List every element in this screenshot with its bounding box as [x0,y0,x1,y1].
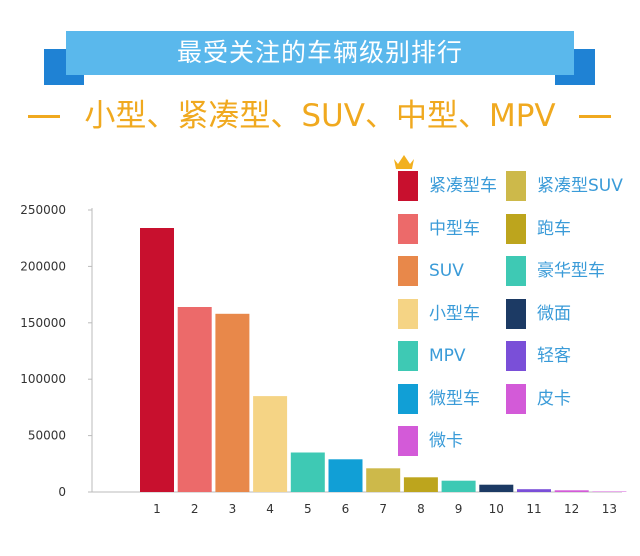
subtitle-row: 小型、紧凑型、SUV、中型、MPV [0,96,640,136]
legend-swatch [398,213,418,244]
x-tick-label: 1 [153,502,161,516]
legend-label: 紧凑型车 [429,176,497,196]
x-tick-label: 13 [602,502,617,516]
bar [403,477,438,492]
legend-label: 紧凑型SUV [537,176,623,196]
x-tick-label: 4 [266,502,274,516]
bar [328,459,363,492]
bar [140,228,174,492]
y-tick-label: 150000 [20,316,66,330]
legend-swatch [398,341,418,371]
subtitle: 小型、紧凑型、SUV、中型、MPV [84,98,556,134]
x-tick-label: 8 [417,502,425,516]
y-tick-label: 50000 [28,429,66,443]
legend-swatch [506,298,526,329]
bar [290,452,325,492]
legend-swatch [398,298,418,329]
subtitle-dash-left [28,115,60,118]
x-tick-label: 5 [304,502,312,516]
bar [215,313,250,492]
legend-label: 皮卡 [537,388,571,409]
y-tick-label: 100000 [20,372,66,386]
legend-label: 微面 [537,303,571,324]
legend-swatch [398,171,418,201]
y-tick-label: 250000 [20,203,66,217]
legend-swatch [506,341,526,371]
subtitle-dash-right [579,115,611,118]
y-tick-label: 200000 [20,259,66,273]
legend-swatch [398,383,418,414]
legend-swatch [506,256,526,286]
x-tick-label: 3 [229,502,237,516]
legend-label: 微卡 [429,431,463,451]
legend-label: MPV [429,346,466,366]
x-tick-label: 10 [489,502,504,516]
legend-label: 微型车 [429,388,480,409]
legend-label: 轻客 [537,346,571,366]
legend-label: 豪华型车 [537,261,605,281]
x-tick-label: 2 [191,502,199,516]
bar [517,489,551,492]
legend-label: 中型车 [429,218,480,239]
x-tick-label: 7 [379,502,387,516]
legend-swatch [398,426,418,456]
bar [592,491,627,492]
bar [177,307,212,492]
legend-label: 小型车 [429,303,480,324]
bar [253,396,288,492]
legend-swatch [398,256,418,286]
legend-label: 跑车 [537,218,571,239]
bar [479,484,514,492]
bar [554,490,589,492]
bar [366,468,401,492]
bar [441,480,476,492]
legend-swatch [506,171,526,201]
x-tick-label: 6 [342,502,350,516]
x-tick-label: 12 [564,502,579,516]
x-tick-label: 9 [455,502,463,516]
y-tick-label: 0 [58,485,66,499]
x-tick-label: 11 [526,502,541,516]
legend-swatch [506,383,526,414]
legend-label: SUV [429,261,464,281]
crown-icon [394,155,414,169]
legend-swatch [506,213,526,244]
page-title: 最受关注的车辆级别排行 [66,31,574,75]
